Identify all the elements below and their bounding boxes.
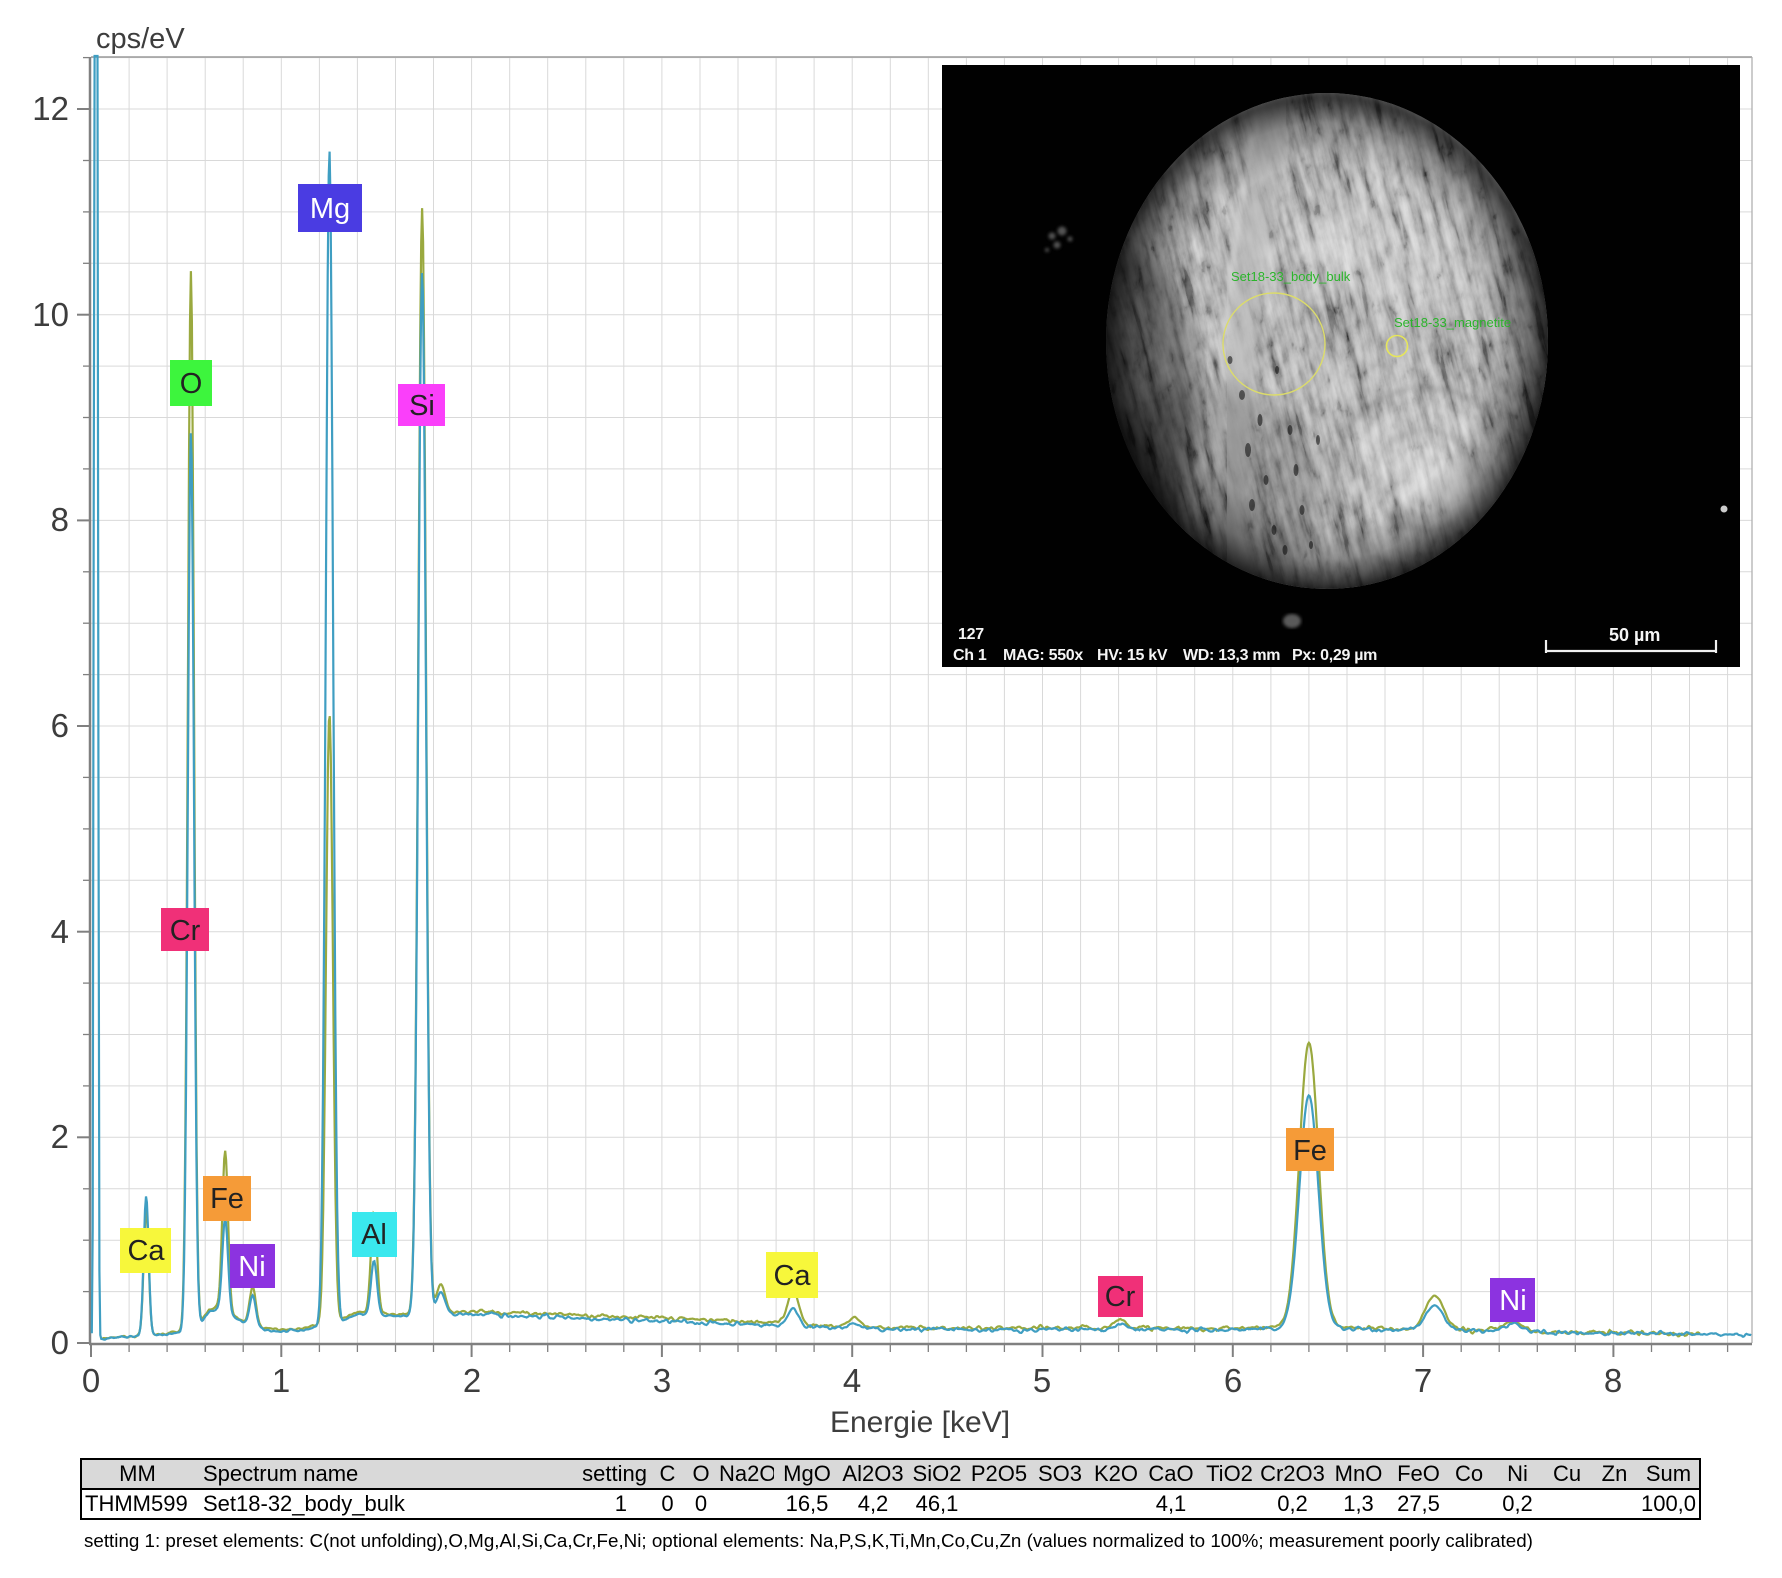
svg-text:2: 2 (463, 1362, 481, 1399)
svg-text:127: 127 (958, 626, 984, 643)
svg-text:Ca: Ca (127, 1235, 165, 1267)
svg-text:Fe: Fe (210, 1183, 244, 1215)
svg-text:Ch 1: Ch 1 (953, 647, 987, 664)
svg-text:Mg: Mg (310, 193, 350, 225)
svg-text:Al: Al (361, 1219, 387, 1251)
svg-text:10: 10 (32, 296, 69, 333)
svg-text:Si: Si (409, 390, 435, 422)
svg-text:6: 6 (1224, 1362, 1242, 1399)
svg-text:8: 8 (51, 501, 69, 538)
svg-text:cps/eV: cps/eV (96, 23, 185, 55)
svg-text:12: 12 (32, 90, 69, 127)
svg-text:6: 6 (51, 707, 69, 744)
svg-text:2: 2 (51, 1118, 69, 1155)
svg-text:MAG: 550x: MAG: 550x (1003, 647, 1083, 664)
svg-text:50 µm: 50 µm (1609, 625, 1660, 645)
svg-text:0: 0 (82, 1362, 100, 1399)
svg-text:Set18-33_magnetite: Set18-33_magnetite (1394, 315, 1511, 330)
svg-text:8: 8 (1604, 1362, 1622, 1399)
svg-text:O: O (180, 368, 203, 400)
svg-text:Ni: Ni (1499, 1285, 1526, 1317)
svg-text:Set18-33_body_bulk: Set18-33_body_bulk (1231, 269, 1351, 284)
svg-text:4: 4 (51, 913, 69, 950)
svg-text:Cr: Cr (1105, 1281, 1136, 1313)
svg-text:4: 4 (843, 1362, 861, 1399)
svg-text:5: 5 (1033, 1362, 1051, 1399)
svg-text:HV: 15 kV: HV: 15 kV (1097, 647, 1168, 664)
svg-text:1: 1 (272, 1362, 290, 1399)
svg-text:Px: 0,29 µm: Px: 0,29 µm (1292, 647, 1377, 664)
svg-text:WD: 13,3 mm: WD: 13,3 mm (1183, 647, 1280, 664)
svg-text:0: 0 (51, 1324, 69, 1361)
svg-text:Ca: Ca (773, 1260, 811, 1292)
svg-text:Ni: Ni (238, 1251, 265, 1283)
svg-text:3: 3 (653, 1362, 671, 1399)
svg-text:7: 7 (1414, 1362, 1432, 1399)
svg-text:Cr: Cr (170, 915, 201, 947)
svg-text:Fe: Fe (1293, 1135, 1327, 1167)
svg-text:Energie [keV]: Energie [keV] (830, 1406, 1010, 1439)
